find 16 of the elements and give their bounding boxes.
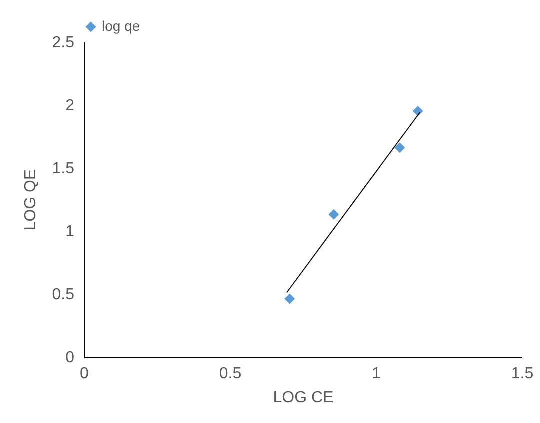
x-tick-label: 1.5 [511, 366, 534, 382]
y-tick-label: 1 [66, 224, 75, 240]
y-tick-label: 1.5 [52, 160, 75, 178]
point [328, 209, 340, 220]
x-tick-label: 0.5 [219, 366, 242, 382]
x-tick-label: 1 [372, 366, 382, 382]
y-tick-label: 0.5 [52, 286, 75, 304]
x-axis-title: LOG CE [273, 390, 334, 406]
x-tick-label: 0 [80, 366, 90, 382]
point [284, 294, 296, 304]
y-axis-title: LOG QE [22, 169, 40, 231]
y-tick-label: 2.5 [52, 34, 75, 52]
legend-label: log qe [102, 18, 140, 34]
y-tick-label: 0 [66, 350, 75, 366]
y-tick-label: 2 [66, 98, 75, 114]
point [394, 142, 406, 154]
